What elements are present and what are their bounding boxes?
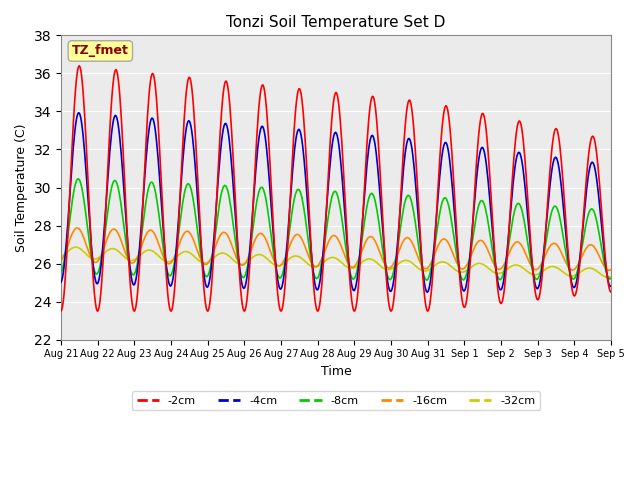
Legend: -2cm, -4cm, -8cm, -16cm, -32cm: -2cm, -4cm, -8cm, -16cm, -32cm — [132, 391, 540, 410]
X-axis label: Time: Time — [321, 365, 351, 378]
Y-axis label: Soil Temperature (C): Soil Temperature (C) — [15, 123, 28, 252]
Title: Tonzi Soil Temperature Set D: Tonzi Soil Temperature Set D — [227, 15, 445, 30]
Text: TZ_fmet: TZ_fmet — [72, 45, 129, 58]
